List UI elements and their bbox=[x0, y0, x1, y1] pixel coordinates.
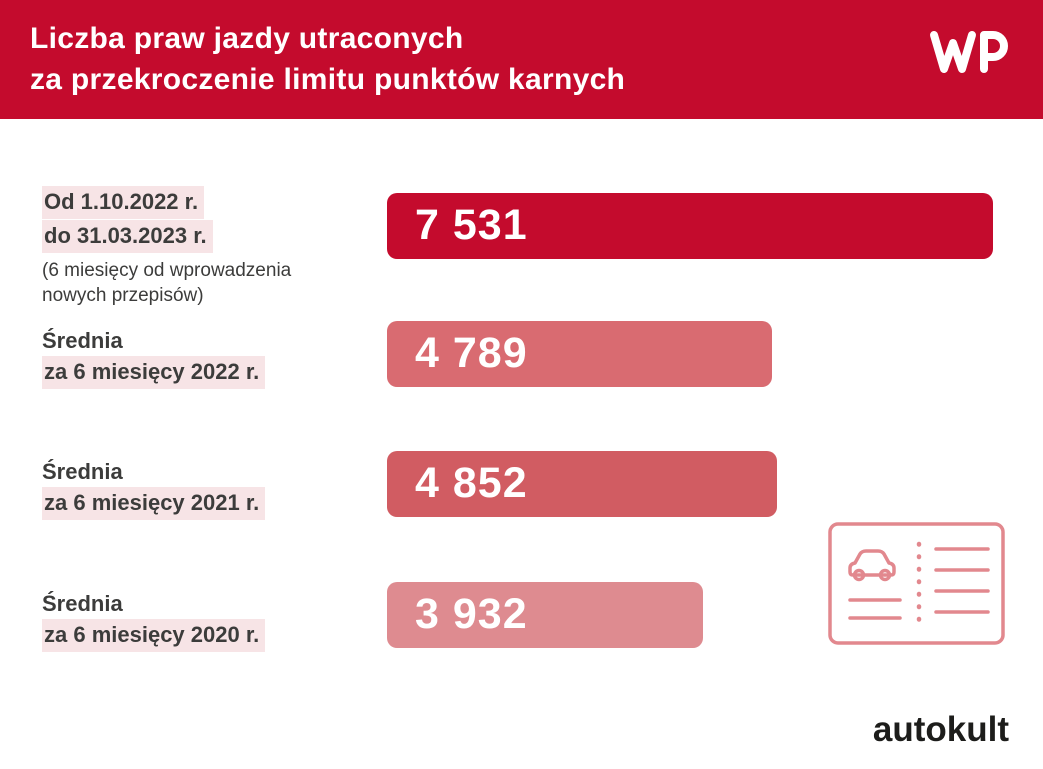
title-line-1: Liczba praw jazdy utraconych bbox=[30, 22, 464, 55]
wp-logo-icon bbox=[929, 28, 1009, 76]
page-title: Liczba praw jazdy utraconych za przekroc… bbox=[30, 18, 625, 100]
autokult-logo: autokult bbox=[872, 710, 1009, 749]
bar-label-avg-2021: Średnia za 6 miesięcy 2021 r. bbox=[42, 457, 387, 521]
bar-label-avg-2022: Średnia za 6 miesięcy 2022 r. bbox=[42, 326, 387, 390]
label-highlight: do 31.03.2023 r. bbox=[42, 220, 213, 253]
label-note: (6 miesięcy od wprowadzenia nowych przep… bbox=[42, 258, 387, 308]
title-line-2: za przekroczenie limitu punktów karnych bbox=[30, 63, 626, 96]
bar-label-avg-2020: Średnia za 6 miesięcy 2020 r. bbox=[42, 589, 387, 653]
label-highlight: za 6 miesięcy 2022 r. bbox=[42, 356, 266, 389]
bar-avg-2021: 4 852 bbox=[387, 451, 777, 517]
bar-label-period-new-rules: Od 1.10.2022 r. do 31.03.2023 r. (6 mies… bbox=[42, 186, 387, 308]
bar-2022-2023: 7 531 bbox=[387, 193, 993, 259]
label-plain: Średnia bbox=[42, 459, 123, 484]
bar-value: 7 531 bbox=[415, 201, 528, 249]
bar-value: 4 852 bbox=[415, 459, 528, 507]
bar-value: 4 789 bbox=[415, 329, 528, 377]
driving-license-icon bbox=[828, 522, 1005, 645]
label-note-line: nowych przepisów) bbox=[42, 285, 204, 306]
bar-value: 3 932 bbox=[415, 590, 528, 638]
label-highlight: za 6 miesięcy 2020 r. bbox=[42, 619, 266, 652]
bar-avg-2022: 4 789 bbox=[387, 321, 772, 387]
label-plain: Średnia bbox=[42, 591, 123, 616]
bar-avg-2020: 3 932 bbox=[387, 582, 703, 648]
label-highlight: za 6 miesięcy 2021 r. bbox=[42, 487, 266, 520]
header-banner: Liczba praw jazdy utraconych za przekroc… bbox=[0, 0, 1043, 119]
label-plain: Średnia bbox=[42, 328, 123, 353]
label-note-line: (6 miesięcy od wprowadzenia bbox=[42, 260, 292, 281]
label-highlight: Od 1.10.2022 r. bbox=[42, 186, 205, 219]
